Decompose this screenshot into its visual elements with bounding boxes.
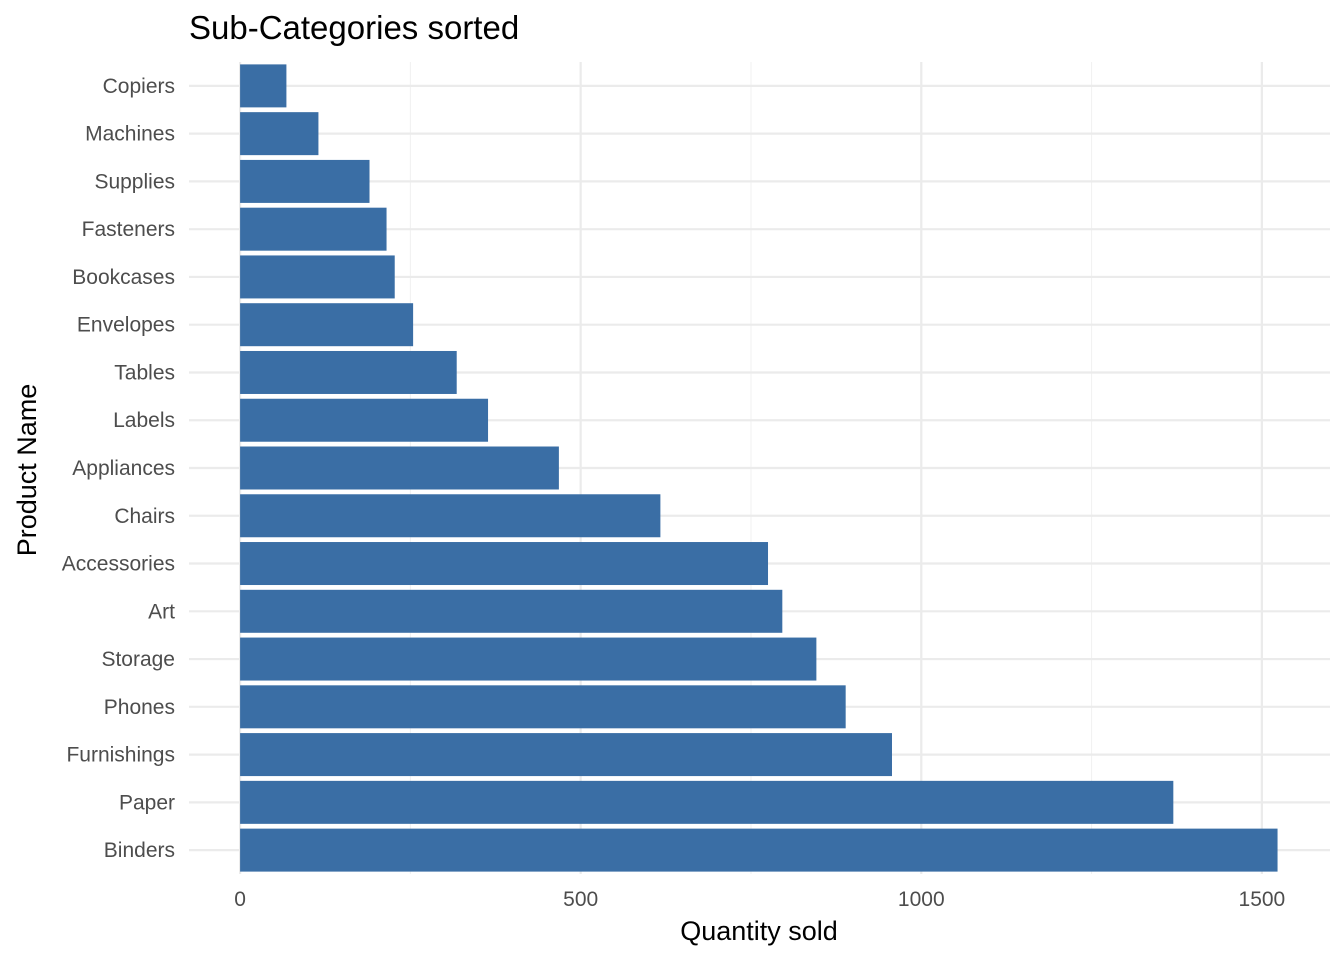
x-tick-label: 1500 bbox=[1239, 888, 1286, 911]
bar-tables bbox=[240, 350, 457, 394]
y-tick-label: Machines bbox=[85, 123, 175, 146]
x-axis-title: Quantity sold bbox=[680, 916, 838, 946]
chart-title: Sub-Categories sorted bbox=[189, 9, 519, 46]
bar-accessories bbox=[240, 542, 769, 586]
y-tick-label: Paper bbox=[119, 791, 175, 814]
bar-binders bbox=[240, 828, 1278, 872]
bar-labels bbox=[240, 398, 489, 442]
y-tick-label: Appliances bbox=[72, 457, 175, 480]
bar-storage bbox=[240, 637, 817, 681]
y-tick-label: Bookcases bbox=[72, 266, 175, 289]
y-axis-tick-labels: Copiers Machines Supplies Fasteners Bookcase… bbox=[62, 75, 175, 862]
x-tick-label: 500 bbox=[563, 888, 598, 911]
x-tick-label: 0 bbox=[234, 888, 246, 911]
bar-fasteners bbox=[240, 207, 387, 251]
bar-supplies bbox=[240, 159, 370, 203]
y-tick-label: Art bbox=[148, 600, 175, 623]
y-tick-label: Accessories bbox=[62, 553, 175, 576]
bar-copiers bbox=[240, 64, 287, 108]
y-tick-label: Tables bbox=[114, 361, 175, 384]
bar-art bbox=[240, 589, 783, 633]
bar-envelopes bbox=[240, 303, 414, 347]
y-tick-label: Phones bbox=[104, 696, 175, 719]
y-tick-label: Labels bbox=[113, 409, 175, 432]
bars bbox=[240, 64, 1278, 872]
bar-furnishings bbox=[240, 733, 892, 777]
bar-phones bbox=[240, 685, 846, 729]
y-tick-label: Furnishings bbox=[66, 744, 175, 767]
bar-appliances bbox=[240, 446, 559, 490]
bar-bookcases bbox=[240, 255, 395, 299]
x-axis-tick-labels: 0 500 1000 1500 bbox=[234, 888, 1285, 911]
bar-chairs bbox=[240, 494, 661, 538]
y-tick-label: Chairs bbox=[114, 505, 175, 528]
y-tick-label: Fasteners bbox=[82, 218, 175, 241]
y-tick-label: Supplies bbox=[94, 170, 175, 193]
y-tick-label: Storage bbox=[101, 648, 175, 671]
y-axis-title: Product Name bbox=[12, 384, 42, 557]
x-tick-label: 1000 bbox=[898, 888, 945, 911]
y-tick-label: Envelopes bbox=[77, 314, 175, 337]
y-tick-label: Copiers bbox=[103, 75, 175, 98]
bar-machines bbox=[240, 112, 319, 156]
y-tick-label: Binders bbox=[104, 839, 175, 862]
bar-paper bbox=[240, 780, 1174, 824]
